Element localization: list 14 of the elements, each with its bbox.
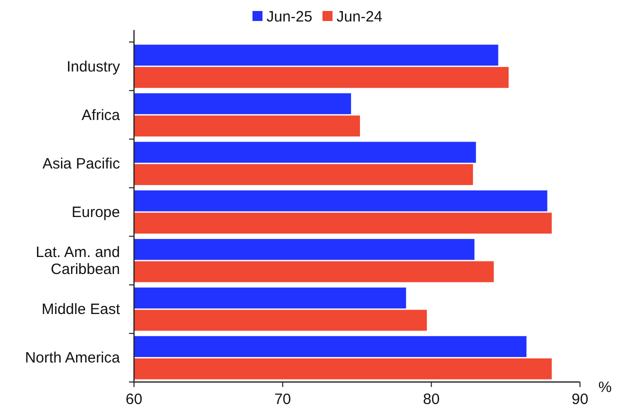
y-tick-label: Lat. Am. and Caribbean	[36, 244, 120, 278]
x-tick-label: 60	[126, 391, 142, 408]
y-tick-label: Middle East	[42, 300, 121, 318]
x-tick-label: 80	[422, 391, 440, 408]
legend-label: Jun-25	[266, 8, 312, 26]
y-tick-label: North America	[24, 349, 121, 366]
y-tick-label: Industry	[66, 58, 120, 75]
x-tick-label: 70	[274, 391, 292, 408]
y-tick-label: Africa	[82, 106, 121, 124]
x-axis-title: %	[598, 379, 612, 396]
y-tick-label: Asia Pacific	[42, 154, 120, 172]
y-tick-label: Europe	[72, 204, 120, 220]
legend-label: Jun-24	[336, 8, 382, 26]
x-tick-label: 90	[572, 391, 588, 408]
